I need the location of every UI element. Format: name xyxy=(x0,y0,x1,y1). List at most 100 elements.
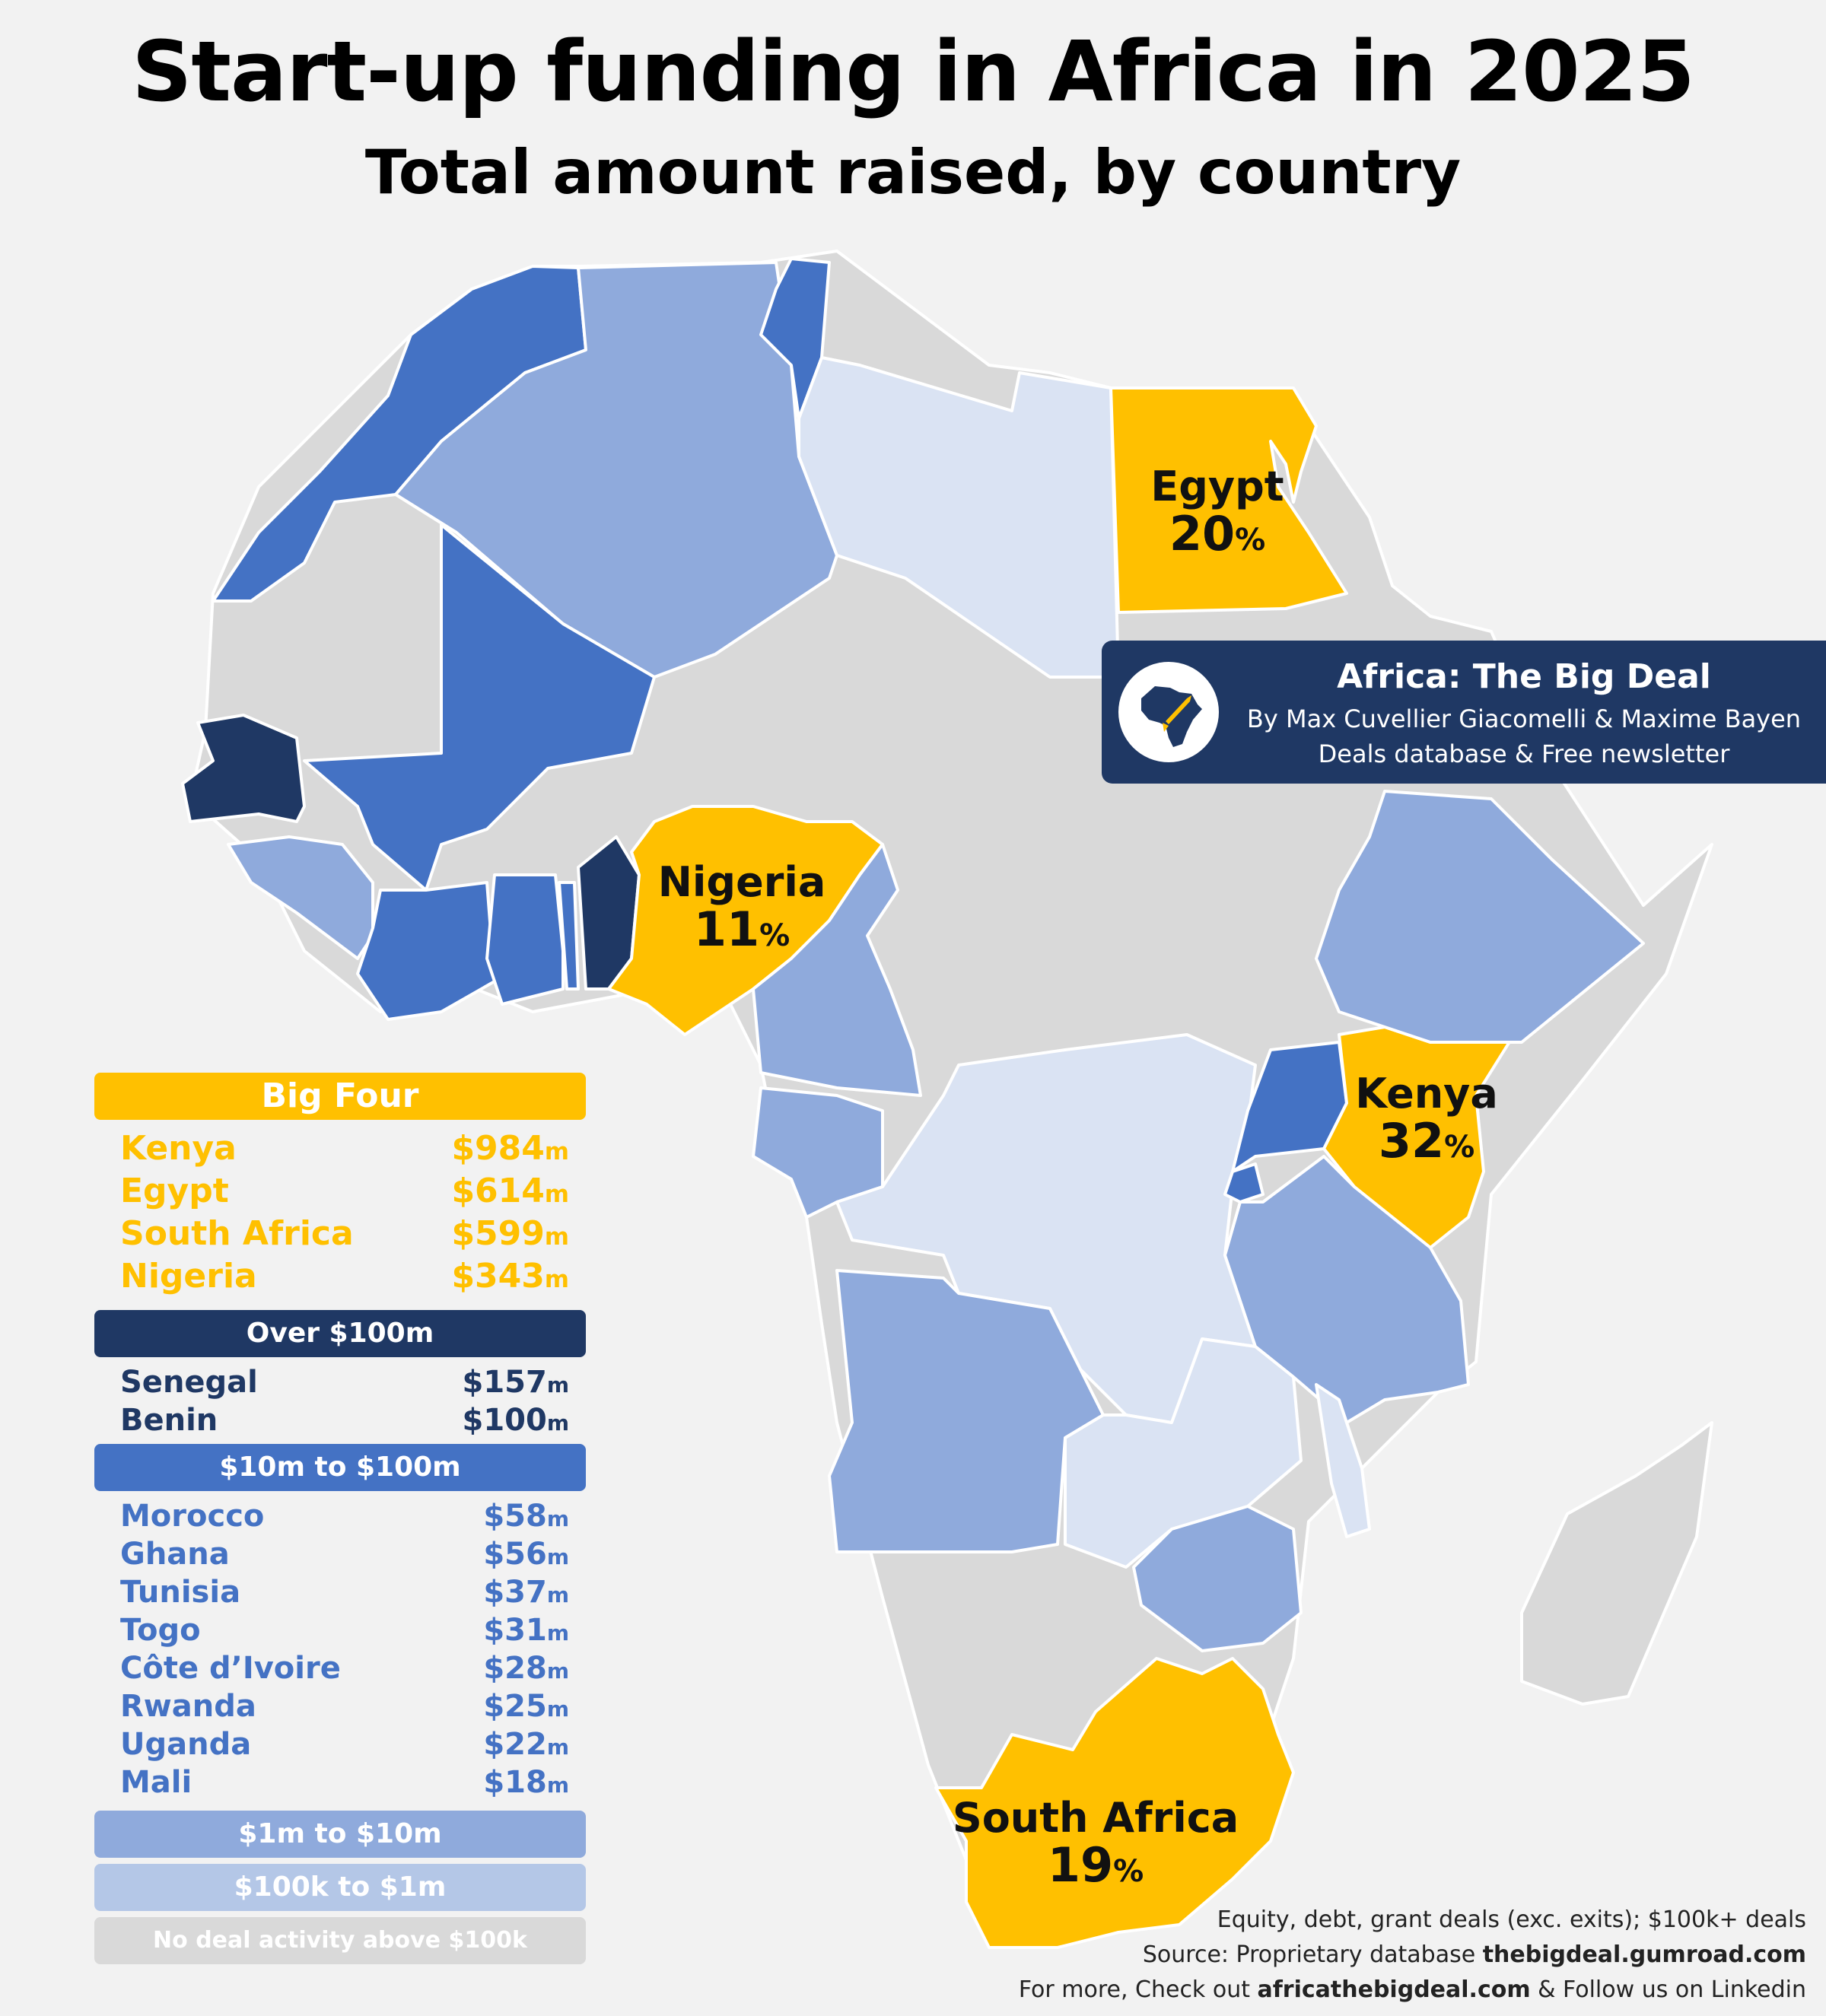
brand-authors: By Max Cuvellier Giacomelli & Maxime Bay… xyxy=(1246,704,1802,733)
legend-unit: m xyxy=(546,1506,569,1531)
legend-country: Côte d’Ivoire xyxy=(120,1651,341,1686)
legend-row: Uganda $22m xyxy=(120,1727,569,1765)
legend-row: Tunisia $37m xyxy=(120,1575,569,1613)
footer-source: Source: Proprietary database thebigdeal.… xyxy=(1143,1941,1806,1968)
legend-country: Ghana xyxy=(120,1537,230,1572)
map-malawi[interactable] xyxy=(1315,1383,1371,1538)
africa-rocket-icon xyxy=(1118,662,1219,762)
map-cote-divoire[interactable] xyxy=(356,881,496,1021)
legend-unit: m xyxy=(546,1372,569,1398)
legend-amount: $599 xyxy=(451,1214,545,1253)
footer-source-link[interactable]: thebigdeal.gumroad.com xyxy=(1482,1941,1806,1968)
legend-amount: $58 xyxy=(483,1499,547,1534)
legend-amount: $343 xyxy=(451,1257,545,1296)
legend-country: Nigeria xyxy=(120,1257,257,1296)
legend-header-none: No deal activity above $100k xyxy=(94,1917,586,1964)
map-label-nigeria: Nigeria 11% xyxy=(631,858,852,957)
legend-country: South Africa xyxy=(120,1214,354,1253)
legend-row: South Africa $599m xyxy=(120,1214,569,1257)
map-south-africa[interactable] xyxy=(934,1657,1295,1949)
brand-banner[interactable]: Africa: The Big Deal By Max Cuvellier Gi… xyxy=(1102,641,1826,784)
legend-header-100k-1m: $100k to $1m xyxy=(94,1864,586,1911)
map-togo[interactable] xyxy=(558,881,580,991)
legend-country: Benin xyxy=(120,1403,218,1438)
legend-row: Mali $18m xyxy=(120,1765,569,1803)
legend-amount: $157 xyxy=(462,1365,547,1400)
map-cameroon[interactable] xyxy=(752,843,922,1097)
legend-amount: $614 xyxy=(451,1172,545,1210)
legend-unit: m xyxy=(546,1658,569,1684)
legend-row: Rwanda $25m xyxy=(120,1689,569,1727)
page-title: Start-up funding in Africa in 2025 xyxy=(132,23,1695,120)
map-ethiopia[interactable] xyxy=(1315,790,1645,1044)
legend-row: Côte d’Ivoire $28m xyxy=(120,1651,569,1689)
legend-unit: m xyxy=(546,1620,569,1646)
legend-row: Egypt $614m xyxy=(120,1172,569,1214)
legend-row: Kenya $984m xyxy=(120,1129,569,1172)
legend-amount: $56 xyxy=(483,1537,547,1572)
map-zambia[interactable] xyxy=(1064,1337,1303,1569)
legend-row: Nigeria $343m xyxy=(120,1257,569,1299)
map-zimbabwe[interactable] xyxy=(1132,1505,1303,1652)
legend-country: Morocco xyxy=(120,1499,265,1534)
legend-amount: $984 xyxy=(451,1129,545,1168)
legend-unit: m xyxy=(546,1544,569,1569)
legend-unit: m xyxy=(546,1582,569,1607)
brand-name: Africa: The Big Deal xyxy=(1337,657,1711,696)
legend-amount: $22 xyxy=(483,1727,547,1762)
map-mali[interactable] xyxy=(303,523,656,892)
legend-unit: m xyxy=(544,1181,569,1208)
map-label-south-africa: South Africa 19% xyxy=(928,1794,1263,1893)
legend-unit: m xyxy=(546,1773,569,1798)
map-egypt[interactable] xyxy=(1109,386,1348,614)
map-label-south-africa-share: 19 xyxy=(1047,1836,1114,1893)
legend-country: Togo xyxy=(120,1613,201,1648)
map-senegal[interactable] xyxy=(181,714,306,823)
footer-website-link[interactable]: africathebigdeal.com xyxy=(1257,1976,1531,2003)
map-ghana[interactable] xyxy=(485,873,565,1006)
footer-source-prefix: Source: Proprietary database xyxy=(1142,1941,1483,1968)
map-rwanda[interactable] xyxy=(1223,1162,1265,1204)
map-label-south-africa-name: South Africa xyxy=(952,1794,1239,1842)
map-tunisia[interactable] xyxy=(759,257,831,420)
map-label-nigeria-share: 11 xyxy=(693,901,760,957)
map-label-south-africa-unit: % xyxy=(1113,1853,1144,1889)
map-label-nigeria-unit: % xyxy=(759,917,791,953)
legend-country: Senegal xyxy=(120,1365,258,1400)
legend-row: Morocco $58m xyxy=(120,1499,569,1537)
legend-unit: m xyxy=(544,1223,569,1251)
map-label-kenya-share: 32 xyxy=(1378,1112,1445,1169)
legend-row: Benin $100m xyxy=(120,1403,569,1441)
footer-more: For more, Check out africathebigdeal.com… xyxy=(1019,1976,1806,2003)
brand-tagline: Deals database & Free newsletter xyxy=(1318,739,1730,768)
footer-note: Equity, debt, grant deals (exc. exits); … xyxy=(1217,1906,1806,1933)
legend-unit: m xyxy=(546,1696,569,1722)
legend-header-big-four: Big Four xyxy=(94,1073,586,1120)
legend-unit: m xyxy=(544,1266,569,1293)
legend-amount: $31 xyxy=(483,1613,547,1648)
legend-unit: m xyxy=(546,1735,569,1760)
legend-amount: $28 xyxy=(483,1651,547,1686)
legend-country: Uganda xyxy=(120,1727,252,1762)
footer-more-suffix: & Follow us on Linkedin xyxy=(1530,1976,1806,2003)
map-label-egypt: Egypt 20% xyxy=(1111,465,1324,561)
legend-amount: $18 xyxy=(483,1765,547,1800)
legend-country: Tunisia xyxy=(120,1575,241,1610)
legend-amount: $25 xyxy=(483,1689,547,1724)
legend-amount: $37 xyxy=(483,1575,547,1610)
map-label-egypt-share: 20 xyxy=(1169,505,1236,561)
page-subtitle: Total amount raised, by country xyxy=(364,137,1462,208)
legend-country: Mali xyxy=(120,1765,192,1800)
map-label-nigeria-name: Nigeria xyxy=(657,858,826,906)
legend-row: Senegal $157m xyxy=(120,1365,569,1403)
legend-amount: $100 xyxy=(462,1403,547,1438)
legend-unit: m xyxy=(544,1138,569,1165)
map-label-kenya-unit: % xyxy=(1444,1129,1475,1165)
map-label-kenya: Kenya 32% xyxy=(1324,1072,1529,1165)
legend-country: Rwanda xyxy=(120,1689,256,1724)
footer-more-prefix: For more, Check out xyxy=(1018,1976,1258,2003)
legend-row: Togo $31m xyxy=(120,1613,569,1651)
map-tanzania[interactable] xyxy=(1223,1155,1470,1424)
map-madagascar xyxy=(1520,1421,1713,1706)
legend-header-10m-100m: $10m to $100m xyxy=(94,1444,586,1491)
